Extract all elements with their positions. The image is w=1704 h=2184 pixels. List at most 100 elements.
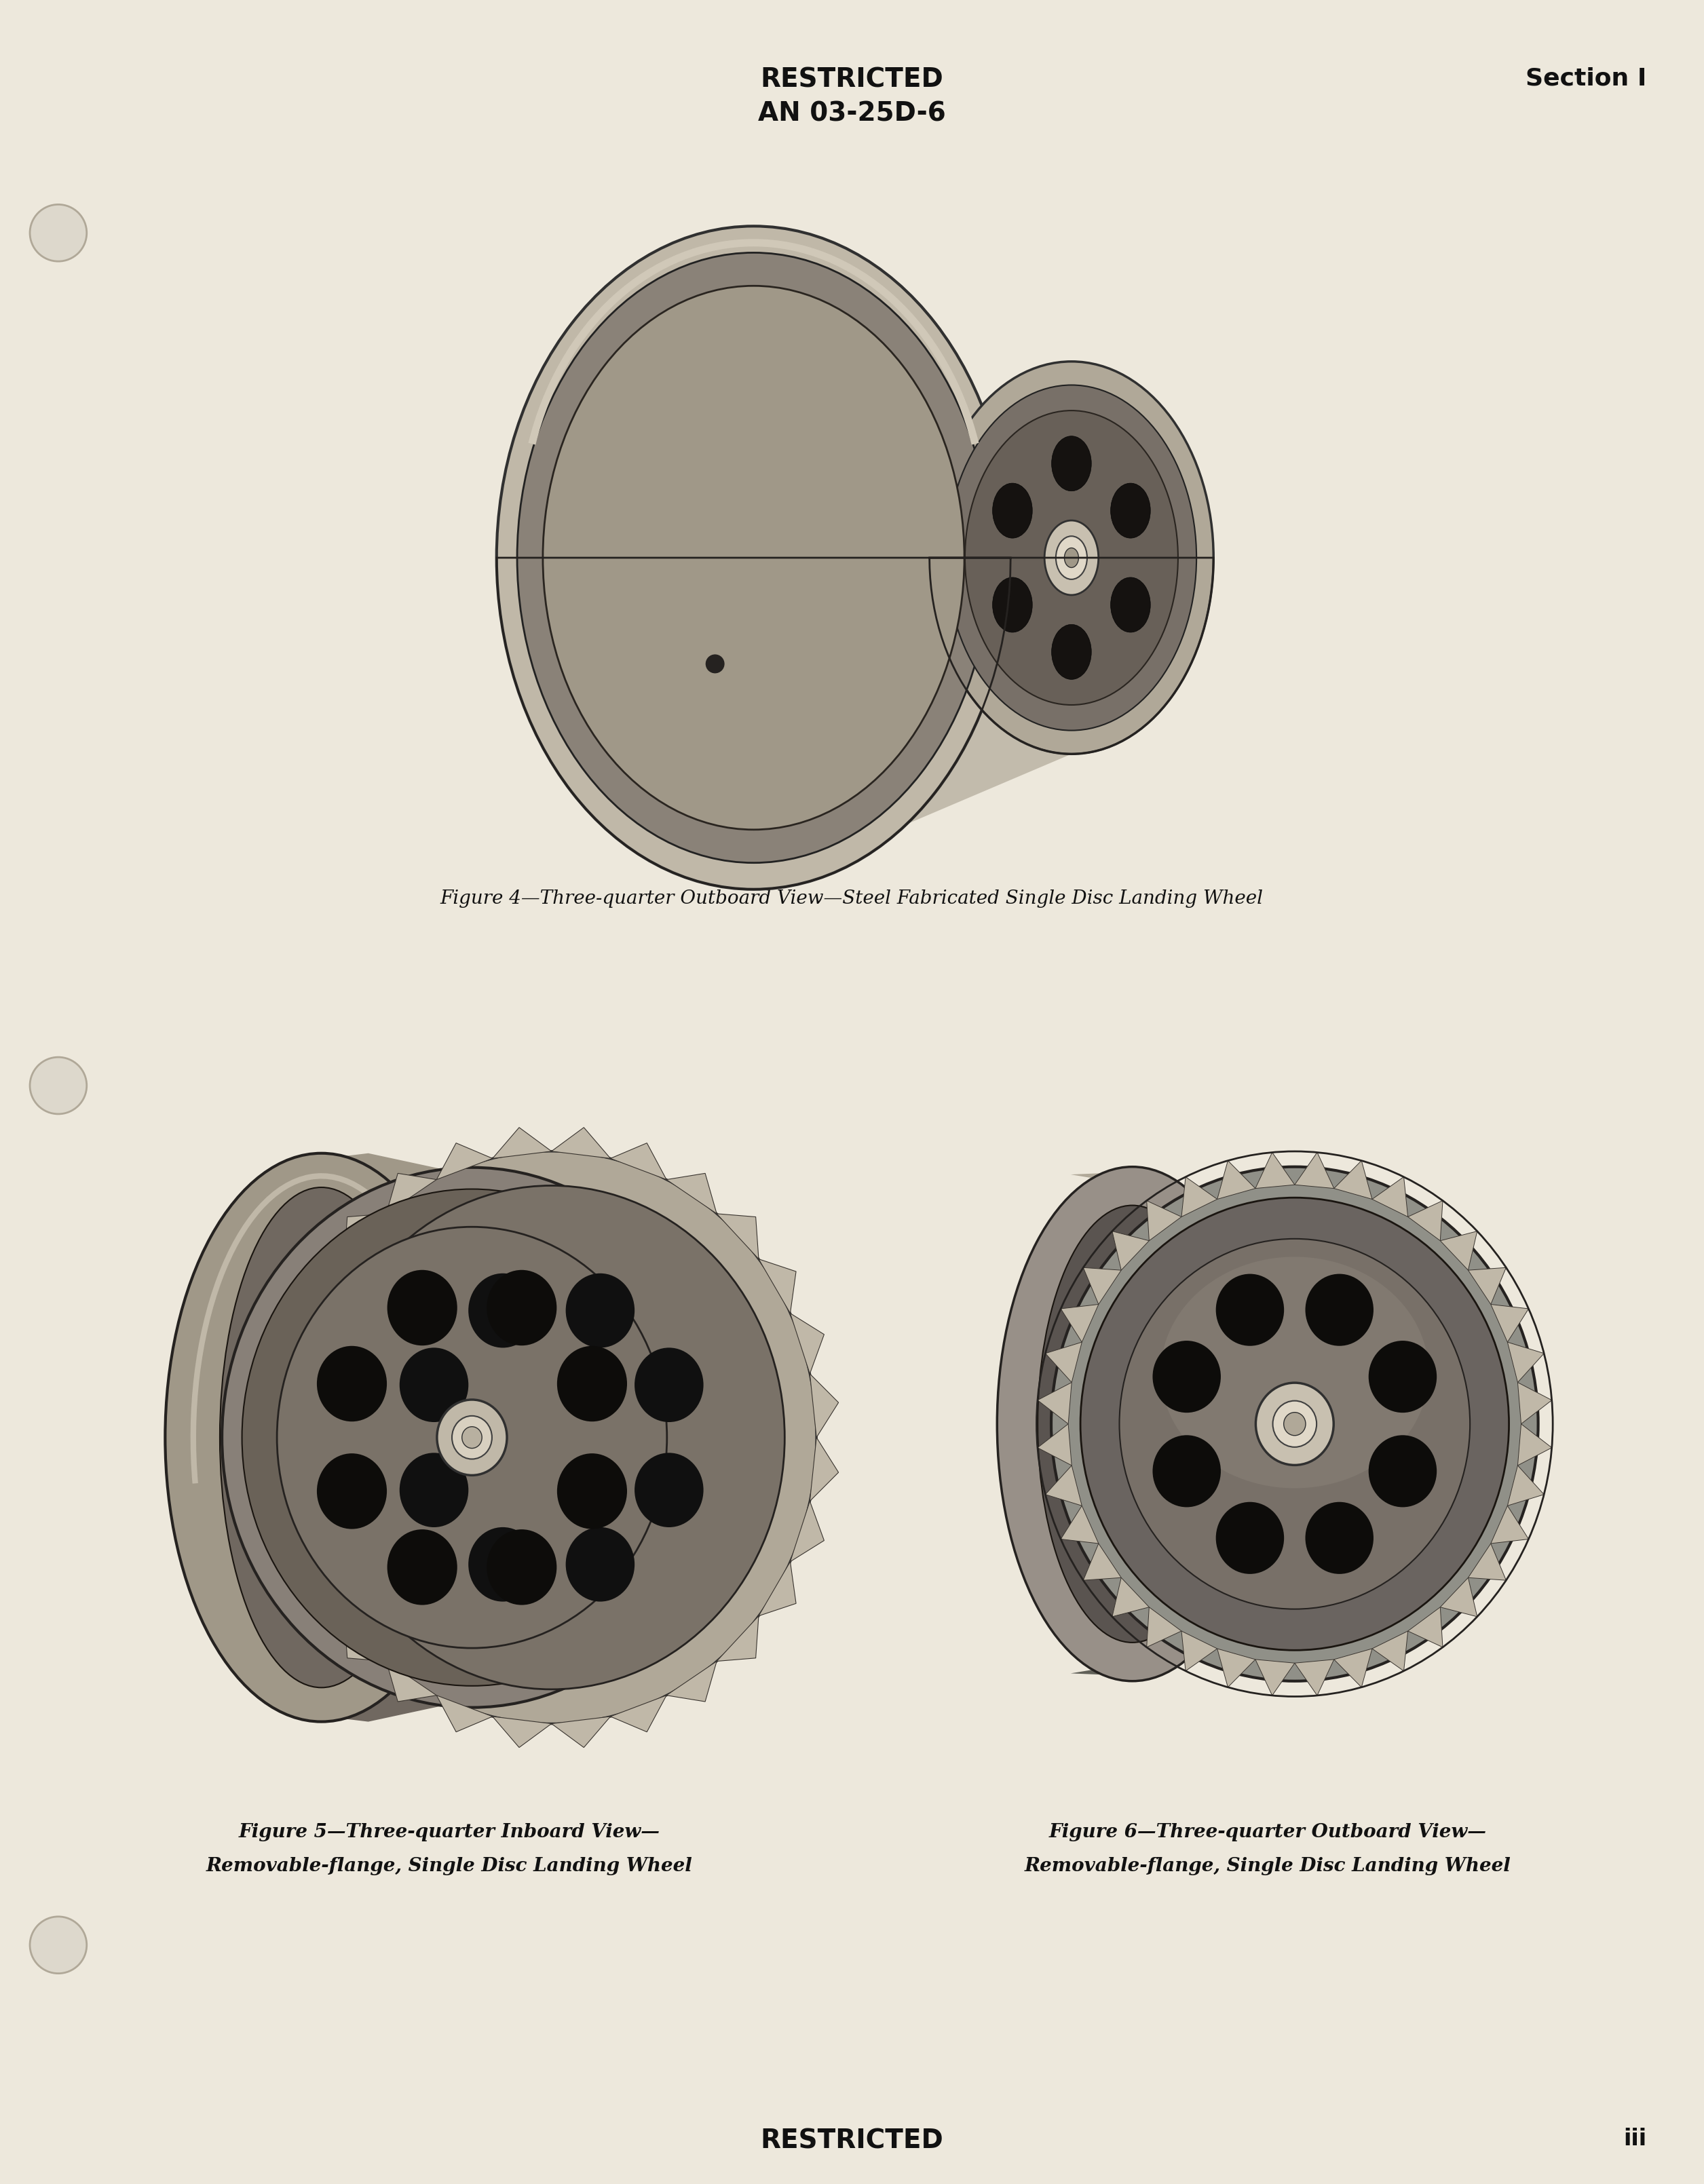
Ellipse shape [469,1273,537,1348]
Polygon shape [1508,1343,1544,1382]
Ellipse shape [1045,520,1099,594]
Polygon shape [436,1142,492,1179]
Ellipse shape [387,1529,457,1605]
Circle shape [31,205,87,262]
Polygon shape [436,1695,492,1732]
Polygon shape [1084,1267,1121,1304]
Ellipse shape [387,1269,457,1345]
Polygon shape [1440,1577,1477,1616]
Polygon shape [1256,1153,1295,1188]
Ellipse shape [1056,535,1087,579]
Polygon shape [1113,1577,1148,1616]
Polygon shape [307,1562,344,1616]
Polygon shape [1084,1544,1121,1581]
Polygon shape [1113,1232,1148,1271]
Ellipse shape [1217,1273,1285,1345]
Polygon shape [492,1127,552,1158]
Text: Removable-flange, Single Disc Landing Wheel: Removable-flange, Single Disc Landing Wh… [1024,1856,1511,1876]
Polygon shape [1518,1382,1552,1424]
Circle shape [31,1057,87,1114]
Ellipse shape [557,1452,627,1529]
Ellipse shape [399,1452,469,1527]
Text: Removable-flange, Single Disc Landing Wheel: Removable-flange, Single Disc Landing Wh… [206,1856,692,1876]
Polygon shape [1408,1607,1443,1647]
Polygon shape [1147,1607,1181,1647]
Polygon shape [387,1173,436,1214]
Polygon shape [1295,1660,1334,1695]
Polygon shape [344,1214,387,1258]
Polygon shape [1045,1465,1082,1505]
Polygon shape [610,1142,666,1179]
Ellipse shape [487,1529,557,1605]
Ellipse shape [1152,1341,1220,1413]
Ellipse shape [964,411,1177,705]
Ellipse shape [1051,1166,1539,1682]
Ellipse shape [1368,1435,1436,1507]
Ellipse shape [1051,437,1091,491]
Ellipse shape [1283,1413,1305,1435]
Polygon shape [322,1153,460,1195]
Polygon shape [387,1662,436,1701]
Ellipse shape [1217,1503,1285,1575]
Polygon shape [1181,1177,1217,1216]
Ellipse shape [1065,548,1079,568]
Text: RESTRICTED: RESTRICTED [760,68,944,94]
Text: Section I: Section I [1525,68,1646,90]
Ellipse shape [1368,1341,1436,1413]
Ellipse shape [363,1345,375,1361]
Ellipse shape [278,1227,666,1649]
Ellipse shape [452,1415,492,1459]
Polygon shape [264,1437,293,1500]
Polygon shape [1491,1505,1528,1544]
Ellipse shape [462,1426,482,1448]
Polygon shape [1491,1304,1528,1343]
Polygon shape [666,1173,717,1214]
Text: iii: iii [1624,2127,1646,2149]
Polygon shape [1518,1424,1552,1465]
Polygon shape [1408,1201,1443,1241]
Ellipse shape [992,483,1033,537]
Polygon shape [322,1679,460,1721]
Polygon shape [1070,1642,1200,1675]
Polygon shape [809,1437,838,1500]
Polygon shape [1038,1424,1072,1465]
Polygon shape [791,1500,825,1562]
Ellipse shape [1111,577,1150,633]
Ellipse shape [705,655,724,673]
Ellipse shape [634,1452,704,1527]
Ellipse shape [566,1527,634,1601]
Polygon shape [758,1258,796,1313]
Ellipse shape [317,1345,387,1422]
Polygon shape [1508,1465,1544,1505]
Ellipse shape [436,1400,508,1474]
Ellipse shape [242,1188,702,1686]
Ellipse shape [544,286,964,830]
Ellipse shape [1038,1206,1227,1642]
Polygon shape [1295,1153,1334,1188]
Ellipse shape [220,1188,423,1688]
Text: RESTRICTED: RESTRICTED [760,2127,944,2153]
Polygon shape [1334,1160,1372,1199]
Polygon shape [496,557,1213,889]
Polygon shape [610,1695,666,1732]
Polygon shape [1256,1660,1295,1695]
Polygon shape [1469,1544,1506,1581]
Polygon shape [1372,1631,1408,1671]
Ellipse shape [286,1151,816,1723]
Ellipse shape [496,227,1010,889]
Ellipse shape [1256,1382,1334,1465]
Polygon shape [1334,1649,1372,1688]
Ellipse shape [317,1452,387,1529]
Ellipse shape [997,1166,1268,1682]
Text: AN 03-25D-6: AN 03-25D-6 [758,100,946,127]
Ellipse shape [363,1472,375,1487]
Text: Figure 5—Three-quarter Inboard View—: Figure 5—Three-quarter Inboard View— [239,1824,659,1841]
Polygon shape [1217,1649,1256,1688]
Ellipse shape [929,363,1213,753]
Polygon shape [791,1313,825,1374]
Ellipse shape [1160,1256,1428,1487]
Polygon shape [279,1313,314,1374]
Ellipse shape [487,1269,557,1345]
Ellipse shape [946,384,1196,729]
Polygon shape [279,1500,314,1562]
